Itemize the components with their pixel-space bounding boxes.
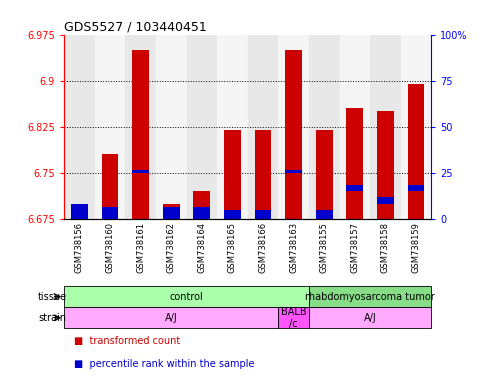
- Bar: [377, 111, 394, 219]
- Bar: [285, 170, 302, 173]
- Bar: [316, 130, 333, 219]
- Bar: [64, 35, 95, 219]
- Bar: [309, 35, 340, 219]
- Bar: [102, 207, 118, 219]
- Bar: [254, 210, 272, 219]
- Bar: [193, 191, 210, 219]
- Text: ■  percentile rank within the sample: ■ percentile rank within the sample: [74, 359, 254, 369]
- Bar: [285, 50, 302, 219]
- Text: BALB
/c: BALB /c: [281, 307, 307, 329]
- Bar: [224, 130, 241, 219]
- Bar: [193, 207, 210, 219]
- Bar: [125, 35, 156, 219]
- Text: control: control: [170, 291, 204, 302]
- Bar: [254, 130, 272, 219]
- Text: strain: strain: [38, 313, 66, 323]
- Bar: [186, 35, 217, 219]
- Text: A/J: A/J: [165, 313, 177, 323]
- Bar: [132, 50, 149, 219]
- Text: A/J: A/J: [364, 313, 377, 323]
- Bar: [163, 207, 179, 219]
- Bar: [217, 35, 247, 219]
- Bar: [279, 35, 309, 219]
- Bar: [377, 197, 394, 204]
- Bar: [408, 84, 424, 219]
- Bar: [95, 35, 125, 219]
- Bar: [64, 286, 309, 307]
- Bar: [102, 154, 118, 219]
- Bar: [163, 204, 179, 219]
- Bar: [247, 35, 279, 219]
- Bar: [316, 210, 333, 219]
- Bar: [309, 286, 431, 307]
- Bar: [71, 204, 88, 219]
- Bar: [132, 170, 149, 173]
- Bar: [340, 35, 370, 219]
- Bar: [224, 210, 241, 219]
- Bar: [401, 35, 431, 219]
- Bar: [370, 35, 401, 219]
- Text: ■  transformed count: ■ transformed count: [74, 336, 180, 346]
- Bar: [71, 204, 88, 219]
- Text: GDS5527 / 103440451: GDS5527 / 103440451: [64, 20, 207, 33]
- Bar: [408, 185, 424, 191]
- Bar: [347, 185, 363, 191]
- Bar: [156, 35, 186, 219]
- Bar: [64, 307, 279, 328]
- Bar: [347, 108, 363, 219]
- Bar: [309, 307, 431, 328]
- Text: rhabdomyosarcoma tumor: rhabdomyosarcoma tumor: [305, 291, 435, 302]
- Bar: [279, 307, 309, 328]
- Text: tissue: tissue: [38, 291, 67, 302]
